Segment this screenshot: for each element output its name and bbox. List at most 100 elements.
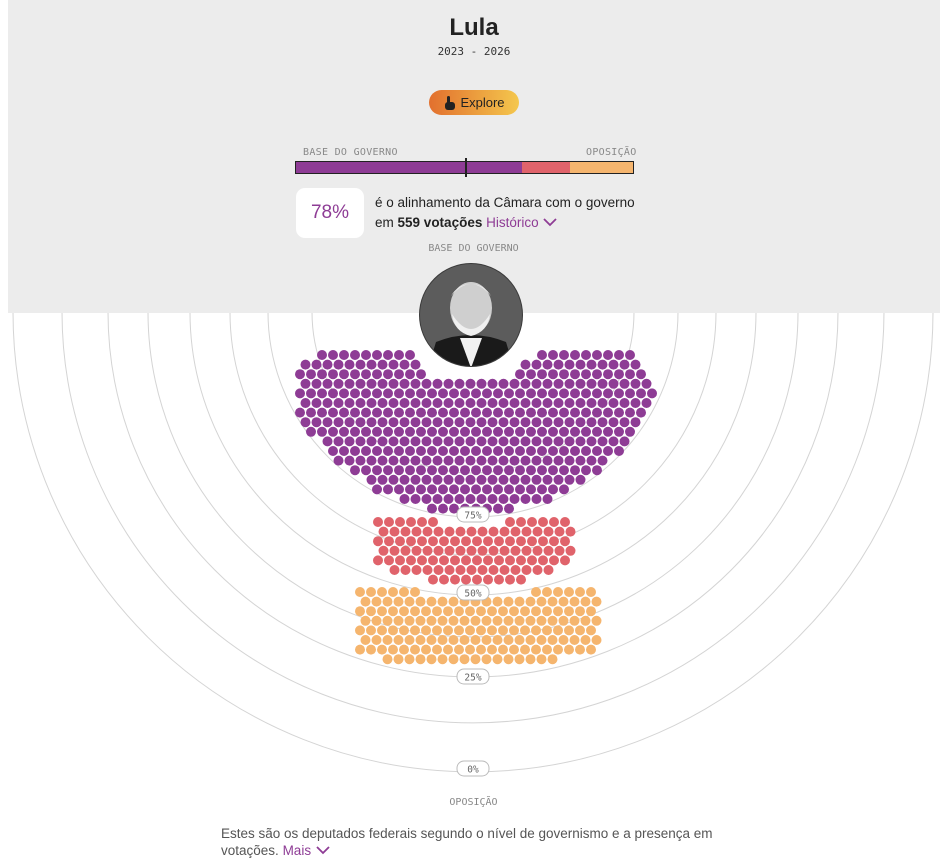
deputy-dot-base[interactable] [570, 446, 580, 456]
deputy-dot-base[interactable] [410, 455, 421, 466]
deputy-dot-opposition[interactable] [476, 644, 486, 655]
deputy-dot-base[interactable] [317, 350, 327, 360]
deputy-dot-opposition[interactable] [580, 596, 591, 607]
deputy-dot-middle[interactable] [378, 545, 389, 556]
deputy-dot-base[interactable] [366, 474, 377, 485]
deputy-dot-middle[interactable] [560, 536, 570, 547]
deputy-dot-base[interactable] [526, 426, 536, 437]
deputy-dot-base[interactable] [614, 350, 624, 360]
deputy-dot-base[interactable] [619, 417, 630, 428]
deputy-dot-base[interactable] [405, 407, 415, 418]
deputy-dot-opposition[interactable] [426, 615, 437, 626]
deputy-dot-opposition[interactable] [492, 635, 503, 645]
deputy-dot-opposition[interactable] [498, 644, 508, 655]
deputy-dot-middle[interactable] [483, 536, 493, 547]
deputy-dot-middle[interactable] [444, 526, 455, 537]
deputy-dot-base[interactable] [476, 398, 487, 408]
deputy-dot-base[interactable] [377, 436, 388, 447]
deputy-dot-middle[interactable] [488, 545, 499, 556]
deputy-dot-base[interactable] [410, 359, 421, 370]
deputy-dot-base[interactable] [295, 388, 305, 399]
deputy-dot-base[interactable] [421, 398, 432, 408]
deputy-dot-opposition[interactable] [481, 635, 492, 645]
deputy-dot-opposition[interactable] [514, 654, 525, 665]
deputy-dot-base[interactable] [575, 359, 586, 370]
deputy-dot-base[interactable] [487, 417, 498, 428]
deputy-dot-base[interactable] [570, 350, 580, 360]
deputy-dot-base[interactable] [465, 474, 476, 485]
deputy-dot-base[interactable] [471, 446, 481, 456]
deputy-dot-base[interactable] [526, 484, 536, 495]
deputy-dot-middle[interactable] [384, 517, 394, 527]
deputy-dot-base[interactable] [328, 446, 338, 456]
deputy-dot-base[interactable] [322, 378, 333, 389]
deputy-dot-base[interactable] [394, 484, 404, 495]
deputy-dot-base[interactable] [355, 398, 366, 408]
deputy-dot-base[interactable] [586, 359, 597, 370]
deputy-dot-base[interactable] [405, 446, 415, 456]
deputy-dot-base[interactable] [509, 378, 520, 389]
deputy-dot-base[interactable] [630, 417, 641, 428]
deputy-dot-middle[interactable] [433, 526, 444, 537]
deputy-dot-base[interactable] [575, 455, 586, 466]
deputy-dot-base[interactable] [410, 398, 421, 408]
deputy-dot-base[interactable] [493, 388, 503, 399]
deputy-dot-base[interactable] [581, 426, 591, 437]
deputy-dot-opposition[interactable] [569, 615, 580, 626]
deputy-dot-opposition[interactable] [492, 596, 503, 607]
deputy-dot-base[interactable] [570, 388, 580, 399]
deputy-dot-base[interactable] [504, 426, 514, 437]
deputy-dot-base[interactable] [537, 446, 547, 456]
deputy-dot-base[interactable] [372, 426, 382, 437]
deputy-dot-middle[interactable] [483, 574, 493, 585]
deputy-dot-base[interactable] [537, 350, 547, 360]
deputy-dot-base[interactable] [388, 378, 399, 389]
deputy-dot-base[interactable] [603, 446, 613, 456]
deputy-dot-base[interactable] [553, 398, 564, 408]
deputy-dot-middle[interactable] [554, 545, 565, 556]
deputy-dot-opposition[interactable] [531, 625, 541, 636]
deputy-dot-base[interactable] [377, 455, 388, 466]
deputy-dot-base[interactable] [394, 407, 404, 418]
deputy-dot-opposition[interactable] [360, 615, 371, 626]
deputy-dot-opposition[interactable] [366, 606, 376, 617]
deputy-dot-middle[interactable] [455, 545, 466, 556]
deputy-dot-base[interactable] [410, 436, 421, 447]
deputy-dot-base[interactable] [322, 436, 333, 447]
deputy-dot-base[interactable] [597, 359, 608, 370]
deputy-dot-base[interactable] [592, 426, 602, 437]
deputy-dot-base[interactable] [515, 369, 525, 380]
deputy-dot-opposition[interactable] [355, 625, 365, 636]
deputy-dot-opposition[interactable] [553, 587, 563, 597]
deputy-dot-base[interactable] [377, 378, 388, 389]
deputy-dot-base[interactable] [636, 369, 646, 380]
deputy-dot-base[interactable] [388, 474, 399, 485]
deputy-dot-middle[interactable] [549, 536, 559, 547]
deputy-dot-base[interactable] [300, 398, 311, 408]
deputy-dot-base[interactable] [531, 417, 542, 428]
deputy-dot-middle[interactable] [505, 536, 515, 547]
deputy-dot-opposition[interactable] [454, 606, 464, 617]
deputy-dot-base[interactable] [399, 359, 410, 370]
deputy-dot-opposition[interactable] [525, 596, 536, 607]
deputy-dot-middle[interactable] [521, 565, 532, 575]
deputy-dot-base[interactable] [449, 407, 459, 418]
deputy-dot-base[interactable] [317, 426, 327, 437]
deputy-dot-base[interactable] [531, 494, 542, 504]
deputy-dot-base[interactable] [482, 426, 492, 437]
deputy-dot-opposition[interactable] [448, 596, 459, 607]
deputy-dot-middle[interactable] [406, 536, 416, 547]
deputy-dot-opposition[interactable] [498, 606, 508, 617]
deputy-dot-base[interactable] [476, 494, 487, 504]
deputy-dot-middle[interactable] [395, 536, 405, 547]
deputy-dot-opposition[interactable] [410, 606, 420, 617]
deputy-dot-opposition[interactable] [569, 596, 580, 607]
deputy-dot-base[interactable] [328, 388, 338, 399]
deputy-dot-middle[interactable] [384, 555, 394, 566]
deputy-dot-middle[interactable] [461, 574, 471, 585]
deputy-dot-base[interactable] [482, 388, 492, 399]
deputy-dot-middle[interactable] [450, 555, 460, 566]
deputy-dot-base[interactable] [416, 369, 426, 380]
deputy-dot-base[interactable] [542, 474, 553, 485]
deputy-dot-base[interactable] [344, 398, 355, 408]
